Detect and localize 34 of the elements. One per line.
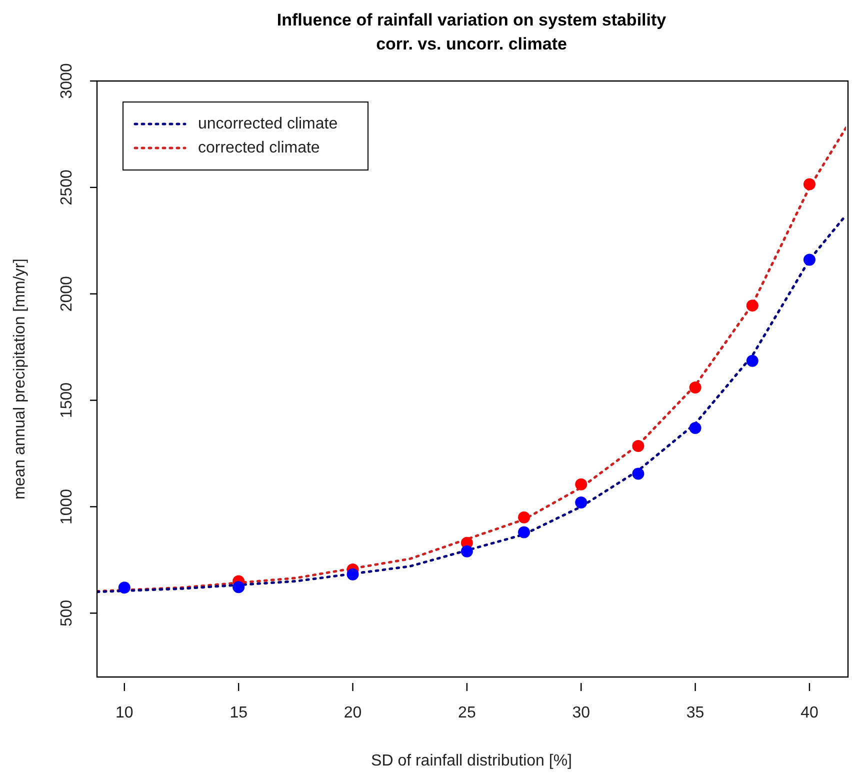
point <box>632 468 644 480</box>
point <box>632 440 644 452</box>
point <box>518 511 530 524</box>
point <box>575 478 588 490</box>
x-tick-label: 15 <box>230 704 248 722</box>
point <box>689 422 702 434</box>
point <box>689 382 702 394</box>
point <box>803 178 816 190</box>
x-tick-label: 10 <box>116 704 134 722</box>
y-tick-label: 500 <box>58 600 76 626</box>
point <box>118 582 130 594</box>
x-axis-title: SD of rainfall distribution [%] <box>371 752 572 770</box>
point <box>803 254 816 266</box>
x-tick-label: 20 <box>344 704 362 722</box>
x-tick-label: 35 <box>686 704 704 722</box>
point <box>518 526 530 538</box>
x-tick-label: 30 <box>572 704 590 722</box>
y-tick-label: 2500 <box>58 170 76 206</box>
x-tick-label: 40 <box>800 704 818 722</box>
legend-label: uncorrected climate <box>198 115 338 132</box>
point <box>460 545 473 558</box>
y-tick-label: 1000 <box>58 488 76 525</box>
point <box>746 300 758 312</box>
y-axis-title: mean annual precipitation [mm/yr] <box>11 258 28 500</box>
chart-title: Influence of rainfall variation on system stability corr. vs. uncorr. climate <box>276 10 667 54</box>
point <box>346 568 359 580</box>
legend-label: corrected climate <box>198 139 320 156</box>
y-tick-label: 2000 <box>58 276 76 312</box>
point <box>232 581 245 594</box>
y-tick-label: 3000 <box>58 63 76 99</box>
point <box>575 496 588 508</box>
point <box>746 354 758 367</box>
y-tick-label: 1500 <box>58 382 76 418</box>
x-tick-label: 25 <box>458 704 476 722</box>
